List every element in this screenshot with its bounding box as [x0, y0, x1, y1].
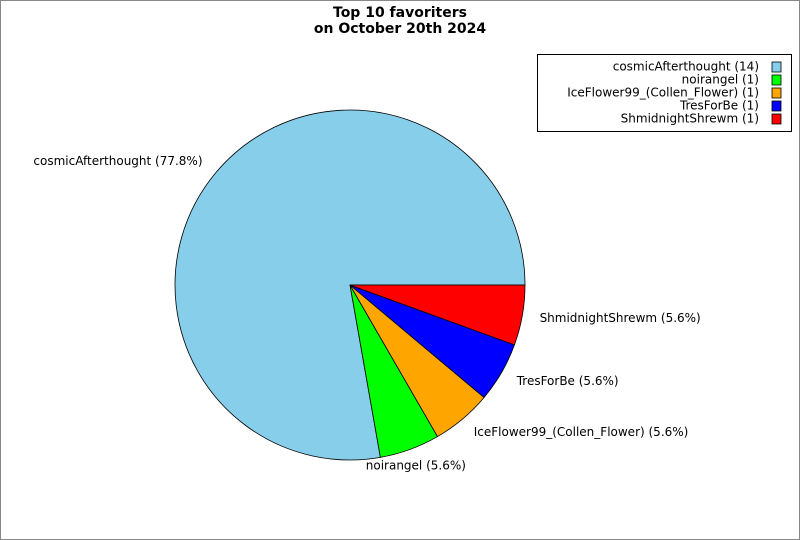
legend-swatch — [771, 87, 782, 99]
legend-swatch — [771, 61, 782, 73]
legend-box — [537, 54, 792, 132]
slice-label: ShmidnightShrewm (5.6%) — [540, 311, 701, 325]
legend-label: noirangel (1) — [682, 73, 759, 87]
slice-label: IceFlower99_(Collen_Flower) (5.6%) — [474, 425, 689, 439]
legend-label: TresForBe (1) — [679, 99, 759, 113]
legend-swatch — [771, 113, 782, 125]
legend-swatch — [771, 74, 782, 86]
legend-label: cosmicAfterthought (14) — [613, 60, 759, 74]
legend-label: IceFlower99_(Collen_Flower) (1) — [567, 86, 759, 100]
legend-swatch — [771, 100, 782, 112]
slice-label: TresForBe (5.6%) — [516, 374, 619, 388]
pie-slice — [349, 284, 526, 346]
chart-title: on October 20th 2024 — [314, 21, 487, 37]
legend-label: ShmidnightShrewm (1) — [621, 112, 759, 126]
slice-label: noirangel (5.6%) — [366, 458, 466, 472]
chart-title: Top 10 favoriters — [333, 5, 467, 21]
slice-label: cosmicAfterthought (77.8%) — [33, 154, 202, 168]
